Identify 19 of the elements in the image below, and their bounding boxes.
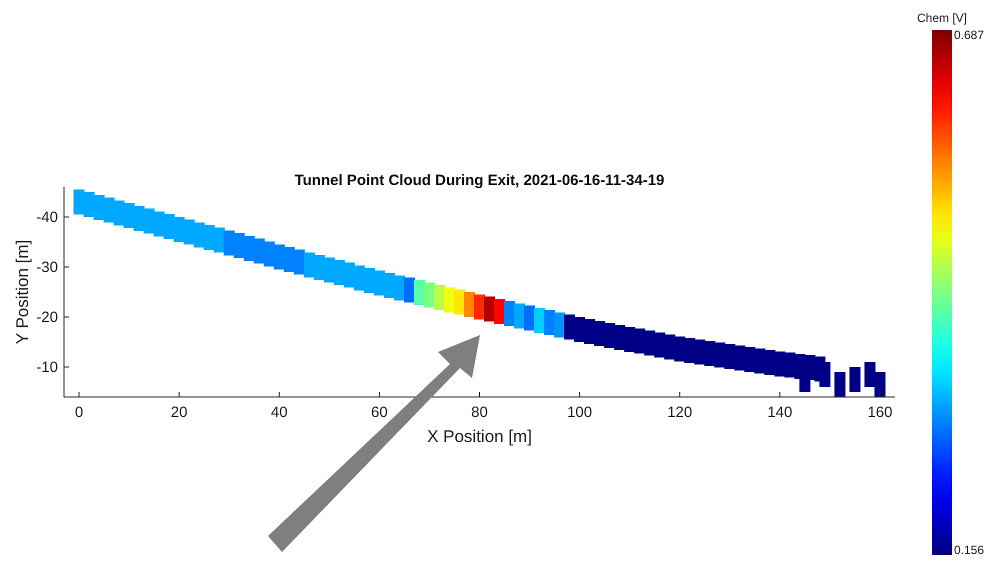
x-axis-title: X Position [m]	[427, 427, 532, 446]
color-bar-label: 0.156	[954, 543, 984, 557]
y-tick-label: -30	[36, 259, 58, 276]
chart-title: Tunnel Point Cloud During Exit, 2021-06-16-11-34-19	[294, 172, 664, 189]
color-bar-title: Chem [V]	[916, 11, 968, 25]
x-tick-label: 0	[74, 404, 84, 421]
x-tick-label: 120	[667, 404, 692, 421]
x-tick-label: 160	[867, 404, 892, 421]
x-tick-label: 140	[767, 404, 792, 421]
x-tick-label: 40	[270, 404, 288, 421]
x-tick-label: 100	[567, 404, 592, 421]
y-tick-label: -20	[36, 309, 58, 326]
y-tick-label: -10	[36, 359, 58, 376]
y-tick-label: -40	[36, 209, 58, 226]
color-bar-label: 0.687	[954, 28, 984, 42]
x-tick-label: 60	[371, 404, 388, 421]
x-tick-label: 20	[170, 404, 188, 421]
y-axis-title: Y Position [m]	[13, 240, 32, 344]
x-tick-label: 80	[471, 404, 488, 421]
